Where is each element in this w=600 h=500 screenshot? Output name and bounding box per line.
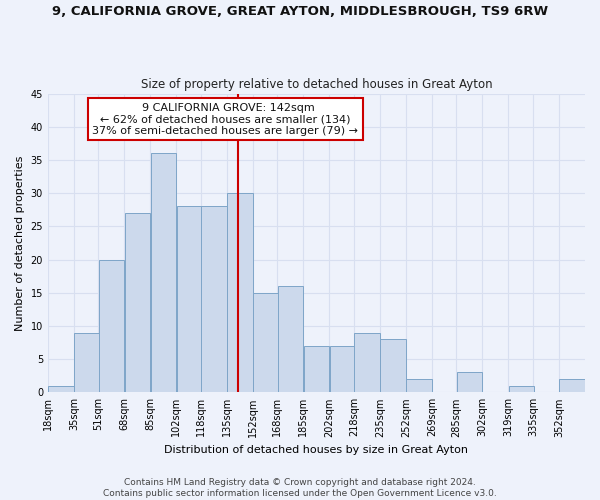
- Bar: [201, 206, 227, 392]
- Bar: [151, 154, 176, 392]
- Y-axis label: Number of detached properties: Number of detached properties: [15, 155, 25, 330]
- Bar: [48, 386, 74, 392]
- Bar: [329, 346, 355, 393]
- Bar: [304, 346, 329, 393]
- Bar: [227, 193, 253, 392]
- Bar: [354, 332, 380, 392]
- Text: Contains HM Land Registry data © Crown copyright and database right 2024.
Contai: Contains HM Land Registry data © Crown c…: [103, 478, 497, 498]
- Text: 9, CALIFORNIA GROVE, GREAT AYTON, MIDDLESBROUGH, TS9 6RW: 9, CALIFORNIA GROVE, GREAT AYTON, MIDDLE…: [52, 5, 548, 18]
- Bar: [98, 260, 124, 392]
- Bar: [278, 286, 303, 393]
- Title: Size of property relative to detached houses in Great Ayton: Size of property relative to detached ho…: [140, 78, 492, 91]
- Bar: [253, 292, 279, 392]
- Bar: [457, 372, 482, 392]
- Text: 9 CALIFORNIA GROVE: 142sqm
← 62% of detached houses are smaller (134)
37% of sem: 9 CALIFORNIA GROVE: 142sqm ← 62% of deta…: [92, 102, 358, 136]
- Bar: [406, 379, 432, 392]
- Bar: [380, 339, 406, 392]
- Bar: [176, 206, 202, 392]
- Bar: [125, 213, 150, 392]
- Bar: [559, 379, 585, 392]
- Bar: [509, 386, 534, 392]
- X-axis label: Distribution of detached houses by size in Great Ayton: Distribution of detached houses by size …: [164, 445, 469, 455]
- Bar: [74, 332, 100, 392]
